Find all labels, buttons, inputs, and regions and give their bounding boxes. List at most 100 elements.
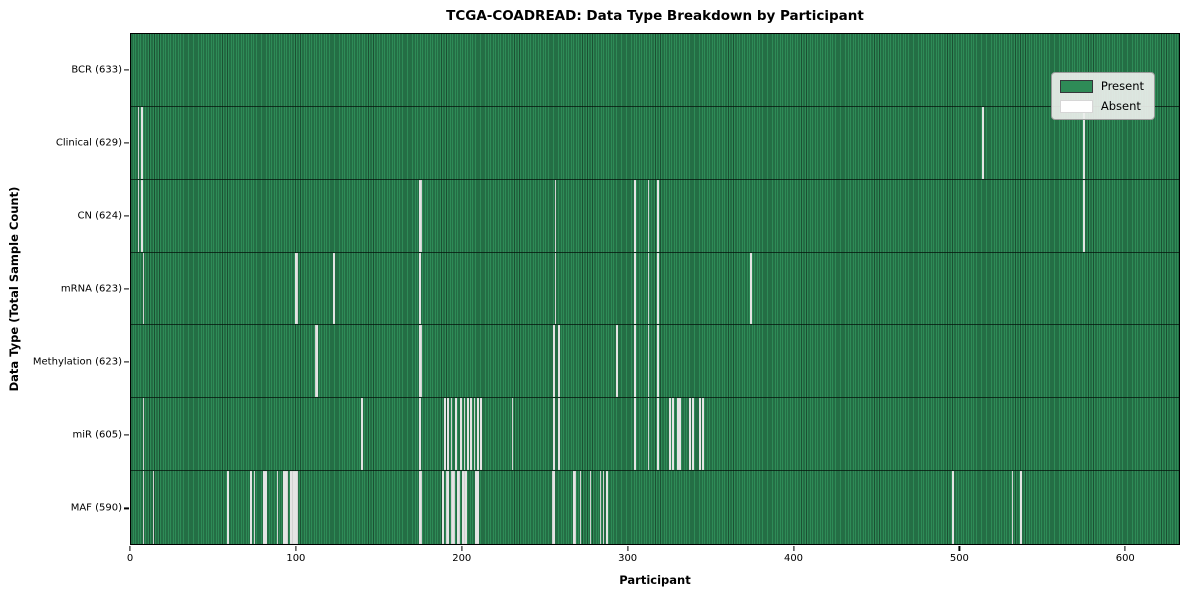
- absent-gap: [142, 252, 145, 325]
- row-clinical: [131, 106, 1179, 180]
- absent-gap: [647, 398, 650, 471]
- absent-gap: [420, 179, 423, 252]
- x-tick-label: 500: [949, 553, 969, 564]
- absent-gap: [419, 471, 421, 544]
- absent-gap: [137, 106, 140, 179]
- y-tick-label: CN (624): [77, 210, 122, 222]
- absent-gap: [692, 398, 694, 471]
- absent-gap: [647, 325, 650, 398]
- absent-gap: [981, 106, 984, 179]
- y-tick-label: miR (605): [72, 429, 122, 441]
- absent-gap: [1011, 471, 1014, 544]
- absent-gap: [296, 471, 299, 544]
- absent-gap: [702, 398, 704, 471]
- absent-gap: [473, 398, 476, 471]
- absent-gap: [647, 252, 650, 325]
- y-tick-mark: [124, 288, 129, 290]
- absent-gap: [679, 398, 681, 471]
- absent-gap: [140, 179, 143, 252]
- absent-gap: [419, 398, 421, 471]
- absent-gap: [443, 398, 446, 471]
- x-tick-label: 600: [1115, 553, 1135, 564]
- absent-gap: [657, 325, 660, 398]
- absent-gap: [294, 252, 297, 325]
- absent-gap: [480, 398, 482, 471]
- absent-gap: [558, 325, 560, 398]
- absent-gap: [688, 398, 691, 471]
- absent-gap: [458, 471, 461, 544]
- absent-gap: [579, 471, 582, 544]
- absent-gap: [463, 471, 466, 544]
- y-tick-mark: [124, 142, 129, 144]
- absent-gap: [657, 398, 660, 471]
- absent-gap: [140, 106, 143, 179]
- x-tick-mark: [461, 546, 463, 551]
- absent-gap: [462, 471, 464, 544]
- absent-gap: [470, 398, 473, 471]
- absent-gap: [419, 252, 421, 325]
- absent-gap: [294, 471, 297, 544]
- absent-gap: [447, 398, 449, 471]
- absent-gap: [1082, 179, 1085, 252]
- absent-gap: [250, 471, 252, 544]
- absent-gap: [453, 471, 456, 544]
- x-tick-label: 300: [618, 553, 638, 564]
- absent-gap: [672, 398, 675, 471]
- absent-gap: [634, 325, 636, 398]
- absent-gap: [142, 398, 145, 471]
- absent-gap: [227, 471, 229, 544]
- x-tick-mark: [792, 546, 795, 551]
- absent-gap: [332, 252, 335, 325]
- absent-gap: [477, 471, 479, 544]
- absent-gap: [284, 471, 287, 544]
- absent-gap: [286, 471, 289, 544]
- absent-gap: [265, 471, 267, 544]
- legend: Present Absent: [1050, 72, 1155, 120]
- absent-gap: [553, 325, 555, 398]
- x-tick-label: 400: [783, 553, 804, 564]
- absent-gap: [599, 471, 602, 544]
- row-methylation: [131, 325, 1179, 399]
- absent-gap: [669, 398, 671, 471]
- absent-gap: [460, 398, 463, 471]
- absent-gap: [647, 179, 650, 252]
- y-tick-label: Methylation (623): [32, 356, 122, 368]
- absent-gap: [657, 179, 660, 252]
- absent-gap: [616, 325, 618, 398]
- y-tick-label: BCR (633): [71, 64, 122, 76]
- absent-gap: [573, 471, 575, 544]
- absent-gap: [152, 471, 155, 544]
- absent-gap: [457, 471, 459, 544]
- absent-gap: [253, 471, 256, 544]
- absent-gap: [952, 471, 954, 544]
- row-bcr: [131, 34, 1179, 107]
- absent-gap: [420, 471, 423, 544]
- y-axis-label: Data Type (Total Sample Count): [7, 186, 21, 392]
- absent-gap: [361, 398, 363, 471]
- absent-gap: [553, 471, 555, 544]
- absent-gap: [316, 325, 319, 398]
- absent-gap: [589, 471, 592, 544]
- absent-gap: [475, 471, 477, 544]
- absent-gap: [657, 252, 660, 325]
- x-tick-label: 100: [286, 553, 306, 564]
- absent-gap: [142, 471, 145, 544]
- absent-gap: [677, 398, 679, 471]
- absent-gap: [283, 471, 285, 544]
- y-tick-label: Clinical (629): [55, 137, 122, 149]
- absent-gap: [463, 398, 466, 471]
- y-tick-mark: [124, 361, 129, 363]
- absent-gap: [137, 179, 140, 252]
- legend-absent-label: Absent: [1100, 99, 1141, 113]
- absent-gap: [606, 471, 608, 544]
- absent-gap: [553, 398, 555, 471]
- absent-gap: [602, 471, 605, 544]
- row-mir: [131, 398, 1179, 472]
- absent-gap: [511, 398, 514, 471]
- absent-gap: [293, 471, 295, 544]
- absent-gap: [574, 471, 577, 544]
- x-tick-mark: [129, 546, 131, 551]
- absent-gap: [263, 471, 266, 544]
- x-tick-mark: [295, 546, 297, 551]
- absent-gap: [455, 398, 458, 471]
